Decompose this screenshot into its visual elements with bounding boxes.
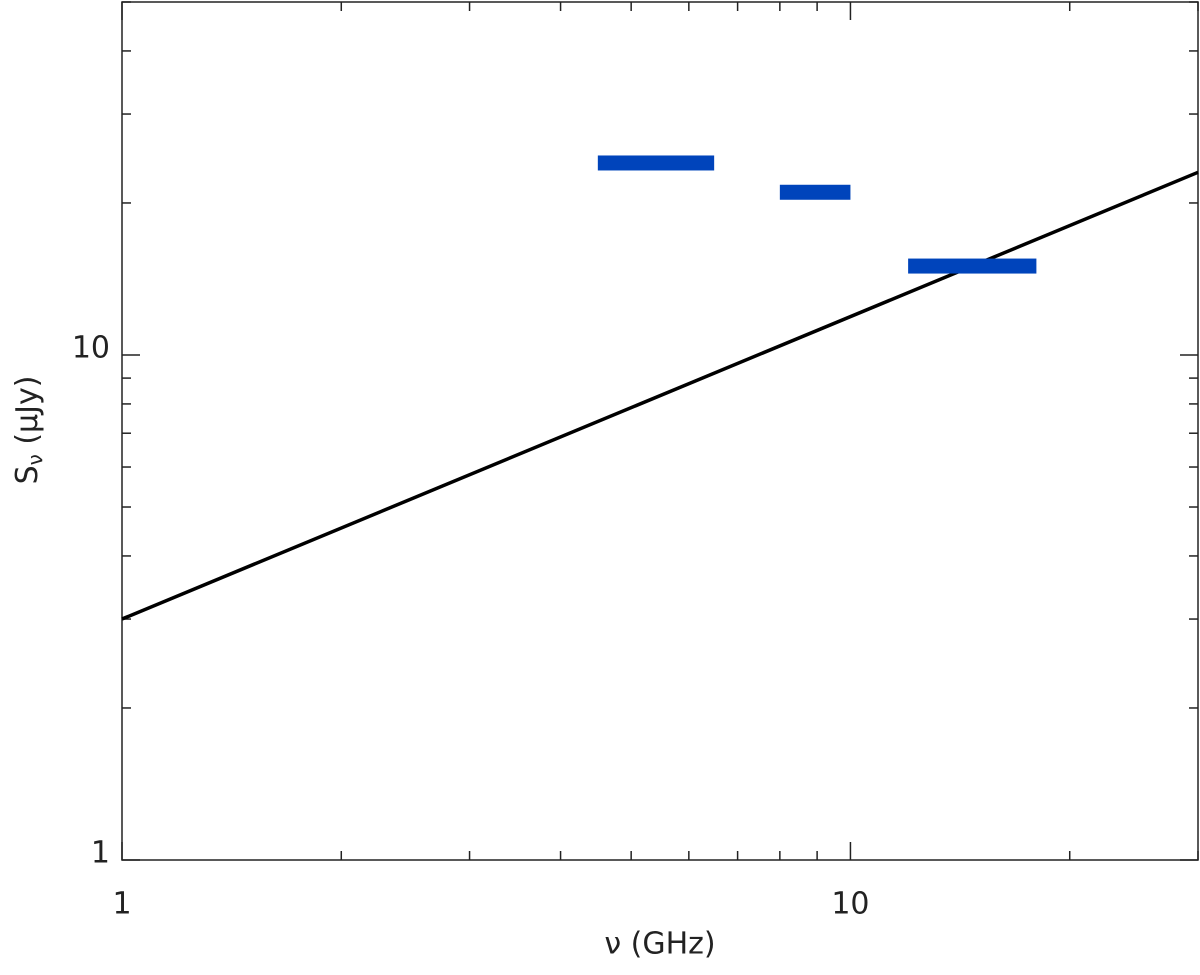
x-tick-label: 10 — [831, 887, 869, 922]
y-tick-label: 10 — [72, 330, 110, 365]
y-axis-label-part: ν — [23, 454, 47, 465]
range-bar — [779, 184, 851, 200]
y-axis-label-part: S — [10, 465, 45, 484]
y-tick-label: 1 — [91, 836, 110, 871]
plot-frame — [121, 1, 1199, 861]
range-bar — [908, 258, 1037, 274]
x-axis-label: ν (GHz) — [604, 927, 715, 962]
x-tick-label: 1 — [112, 887, 131, 922]
y-axis-label-part: (μJy) — [10, 376, 45, 455]
y-axis-label: Sν (μJy) — [10, 376, 47, 485]
range-bar — [597, 155, 715, 171]
model-line — [121, 170, 1199, 621]
